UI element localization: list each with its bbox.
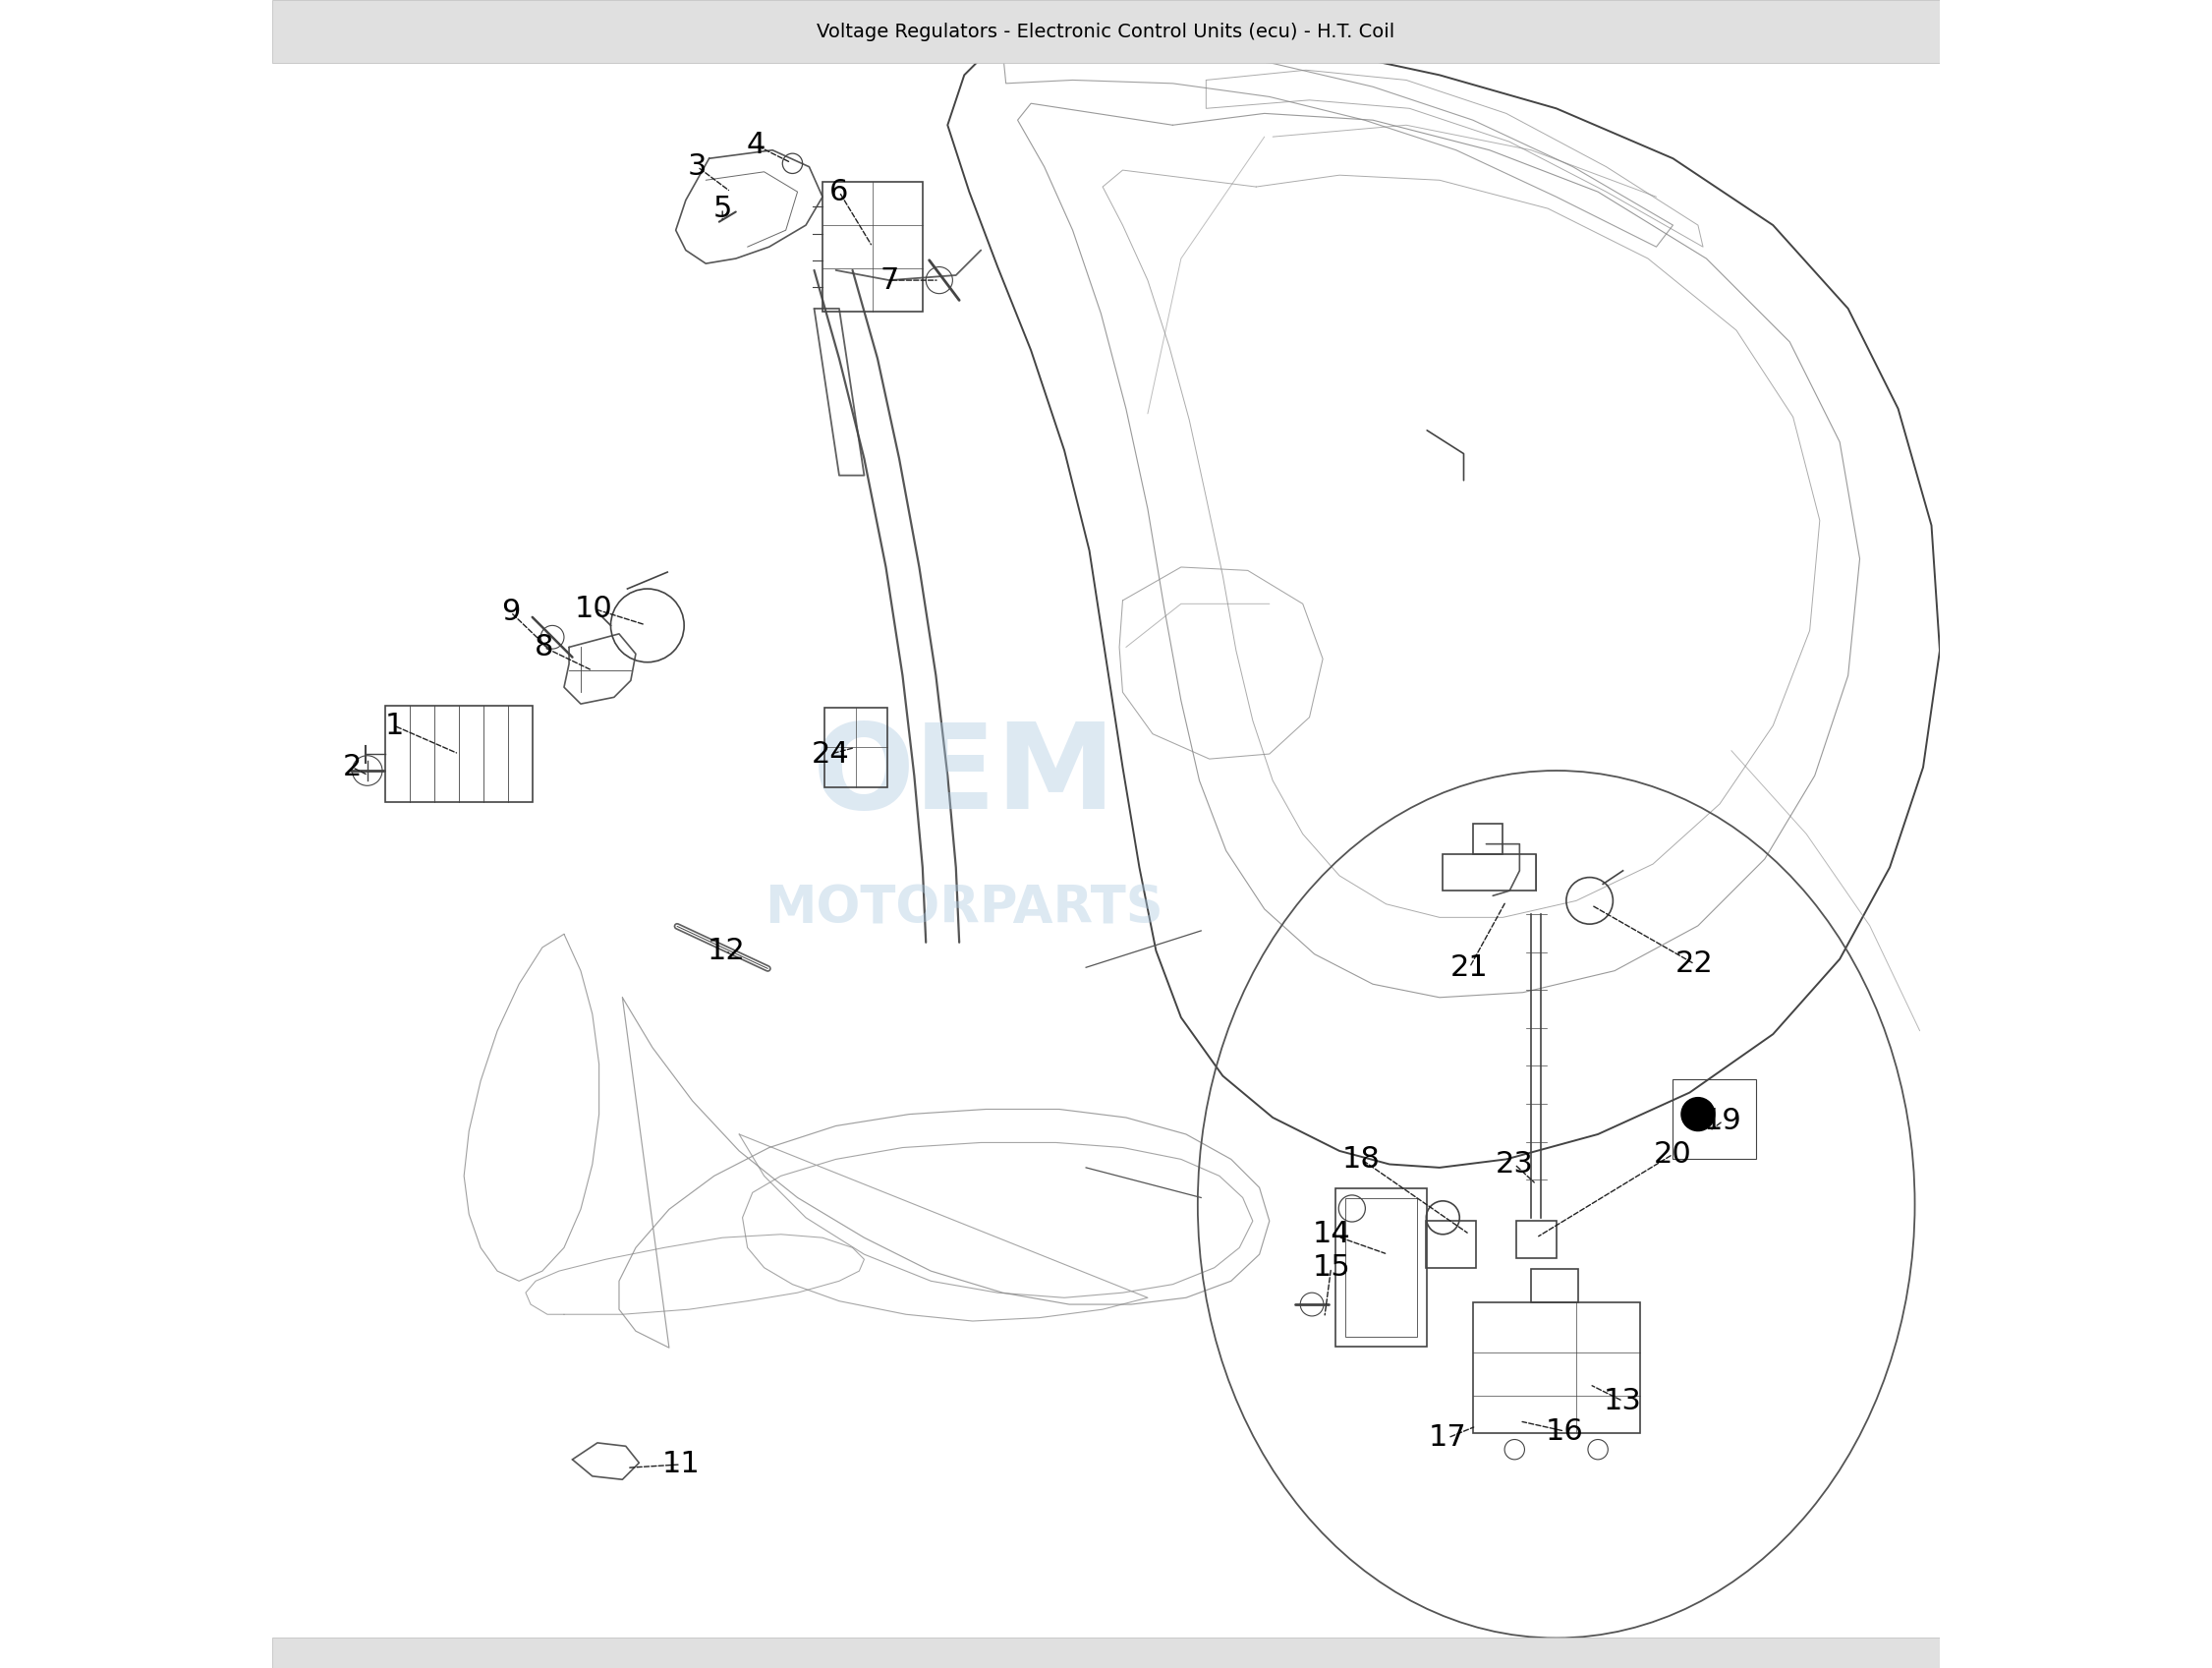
Bar: [1531, 1269, 1577, 1303]
Text: 18: 18: [1343, 1144, 1380, 1174]
Text: 24: 24: [812, 739, 849, 769]
Bar: [823, 182, 922, 312]
Text: 11: 11: [661, 1449, 699, 1480]
Bar: [825, 707, 887, 787]
Text: 6: 6: [830, 177, 849, 207]
Text: 14: 14: [1312, 1219, 1349, 1249]
Text: 23: 23: [1495, 1149, 1533, 1179]
Bar: [272, 0, 1940, 63]
Text: 9: 9: [502, 597, 520, 627]
Circle shape: [1681, 1098, 1714, 1131]
Bar: [1672, 1079, 1756, 1159]
Text: 17: 17: [1429, 1423, 1467, 1453]
Bar: [1336, 1188, 1427, 1348]
Text: 21: 21: [1451, 952, 1489, 982]
Text: 22: 22: [1677, 949, 1714, 979]
Text: 20: 20: [1655, 1139, 1692, 1169]
Bar: [1473, 824, 1502, 854]
Text: 7: 7: [880, 265, 898, 295]
Text: 10: 10: [575, 594, 613, 624]
Bar: [1473, 1303, 1639, 1433]
Text: 16: 16: [1546, 1416, 1584, 1446]
Text: Voltage Regulators - Electronic Control Units (ecu) - H.T. Coil: Voltage Regulators - Electronic Control …: [816, 22, 1396, 42]
Text: 8: 8: [535, 632, 553, 662]
Text: 3: 3: [688, 152, 708, 182]
Text: 12: 12: [708, 936, 745, 966]
Text: 13: 13: [1604, 1386, 1641, 1416]
Bar: [1427, 1221, 1475, 1268]
Text: 4: 4: [745, 130, 765, 160]
Text: OEM: OEM: [812, 719, 1117, 832]
Bar: [272, 1638, 1940, 1668]
Bar: [385, 706, 533, 802]
Bar: [1515, 1221, 1557, 1258]
Bar: [1442, 854, 1537, 891]
Text: 5: 5: [712, 193, 732, 224]
Text: 15: 15: [1312, 1253, 1349, 1283]
Bar: [1345, 1198, 1418, 1338]
Text: MOTORPARTS: MOTORPARTS: [765, 884, 1164, 934]
Text: 19: 19: [1703, 1106, 1743, 1136]
Text: 2: 2: [343, 752, 363, 782]
Text: 1: 1: [385, 711, 403, 741]
